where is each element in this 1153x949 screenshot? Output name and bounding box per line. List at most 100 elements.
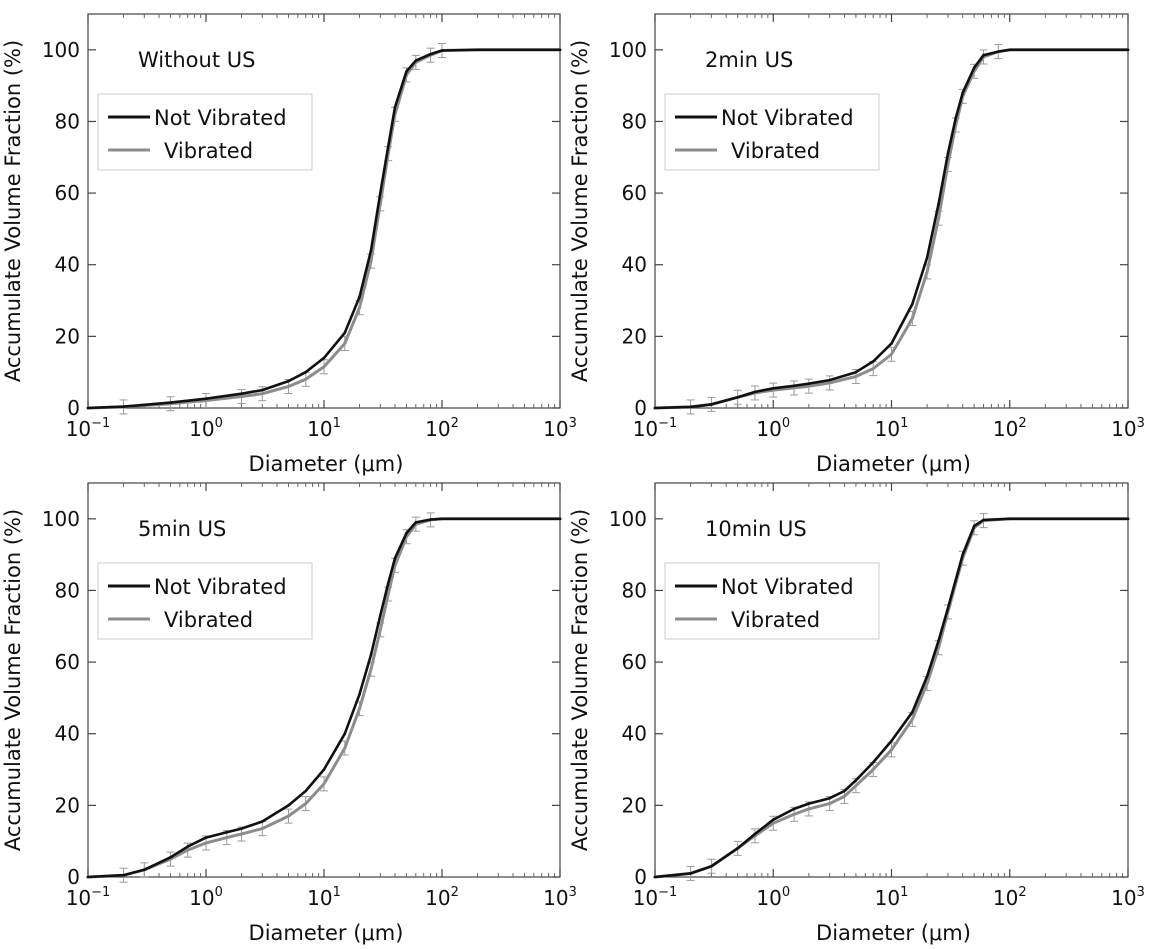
y-tick-label: 100 bbox=[42, 38, 80, 62]
data-point-not-vibrated bbox=[169, 401, 172, 404]
data-point-vibrated bbox=[304, 802, 308, 805]
data-point-not-vibrated bbox=[736, 395, 739, 399]
legend: Not Vibrated Vibrated bbox=[664, 93, 880, 171]
data-point-vibrated bbox=[937, 646, 940, 650]
panel-without-us: 10−1 100 101 102 103 0 20 40 60 80 100 Diameter (μm… bbox=[1, 13, 577, 476]
data-point-not-vibrated bbox=[343, 732, 347, 736]
data-point-not-vibrated bbox=[807, 382, 811, 385]
data-point-not-vibrated bbox=[476, 48, 479, 52]
y-tick-label: 0 bbox=[67, 396, 80, 420]
data-point-not-vibrated bbox=[954, 116, 958, 120]
data-point-vibrated bbox=[911, 718, 914, 721]
x-axis-title: Diameter (μm) bbox=[249, 452, 404, 476]
panel-5min-us: 10−1 100 101 102 103 0 20 40 60 80 100 Diameter (μm… bbox=[1, 482, 577, 945]
y-tick-label: 80 bbox=[55, 578, 80, 602]
data-point-not-vibrated bbox=[1126, 517, 1130, 521]
data-point-vibrated bbox=[386, 592, 390, 596]
data-point-vibrated bbox=[343, 342, 347, 345]
x-tick-label: 100 bbox=[756, 885, 790, 910]
panel-title: 10min US bbox=[705, 517, 807, 541]
legend-label-not-vibrated: Not Vibrated bbox=[154, 575, 287, 599]
data-point-not-vibrated bbox=[871, 761, 875, 764]
data-point-not-vibrated bbox=[961, 553, 964, 556]
data-point-vibrated bbox=[304, 378, 308, 381]
data-point-vibrated bbox=[287, 385, 290, 388]
data-point-not-vibrated bbox=[854, 778, 858, 782]
x-tick-label: 10−1 bbox=[66, 885, 111, 910]
x-axis-title: Diameter (μm) bbox=[816, 921, 971, 945]
data-point-not-vibrated bbox=[429, 518, 432, 521]
y-tick-label: 100 bbox=[609, 38, 647, 62]
x-axis-title: Diameter (μm) bbox=[249, 921, 404, 945]
data-point-not-vibrated bbox=[204, 397, 208, 400]
data-point-not-vibrated bbox=[982, 53, 985, 57]
data-point-not-vibrated bbox=[937, 202, 940, 206]
data-point-vibrated bbox=[369, 259, 373, 263]
data-point-not-vibrated bbox=[429, 52, 432, 56]
data-point-not-vibrated bbox=[996, 50, 1000, 53]
x-tick-label: 101 bbox=[875, 885, 909, 910]
data-point-not-vibrated bbox=[86, 406, 90, 410]
data-point-vibrated bbox=[871, 367, 875, 370]
data-point-not-vibrated bbox=[911, 302, 914, 306]
y-tick-label: 40 bbox=[55, 253, 80, 277]
y-tick-label: 80 bbox=[622, 109, 647, 133]
data-point-not-vibrated bbox=[405, 531, 408, 535]
data-point-not-vibrated bbox=[287, 379, 290, 383]
x-tick-label: 102 bbox=[425, 416, 459, 441]
x-tick-label: 102 bbox=[993, 885, 1027, 910]
y-axis-title: Accumulate Volume Fraction (%) bbox=[1, 509, 25, 851]
data-point-not-vibrated bbox=[689, 872, 692, 875]
panel-title: Without US bbox=[138, 48, 255, 72]
x-tick-label: 100 bbox=[756, 416, 790, 441]
plot-frame bbox=[87, 13, 561, 409]
x-tick-label: 100 bbox=[189, 885, 223, 910]
data-point-vibrated bbox=[343, 746, 347, 750]
data-point-vibrated bbox=[890, 748, 893, 752]
data-point-not-vibrated bbox=[86, 875, 90, 879]
data-point-not-vibrated bbox=[653, 406, 657, 410]
data-point-not-vibrated bbox=[807, 802, 811, 805]
legend-box bbox=[664, 562, 880, 640]
plot-frame bbox=[654, 482, 1129, 878]
data-point-not-vibrated bbox=[122, 405, 125, 408]
data-point-not-vibrated bbox=[405, 70, 408, 73]
data-point-not-vibrated bbox=[558, 517, 562, 521]
data-point-not-vibrated bbox=[240, 392, 243, 395]
data-point-not-vibrated bbox=[304, 370, 308, 374]
x-tick-label: 102 bbox=[425, 885, 459, 910]
x-tick-label: 101 bbox=[307, 885, 341, 910]
x-tick-label: 102 bbox=[993, 416, 1027, 441]
data-point-not-vibrated bbox=[871, 360, 875, 363]
y-axis-title: Accumulate Volume Fraction (%) bbox=[568, 509, 592, 851]
data-point-not-vibrated bbox=[911, 710, 914, 714]
data-point-not-vibrated bbox=[771, 818, 775, 821]
data-point-vibrated bbox=[261, 827, 264, 830]
data-point-vibrated bbox=[322, 365, 326, 369]
data-point-not-vibrated bbox=[1008, 517, 1012, 521]
y-tick-label: 20 bbox=[55, 324, 80, 348]
legend-label-vibrated: Vibrated bbox=[731, 139, 820, 163]
data-point-not-vibrated bbox=[186, 845, 190, 848]
data-point-vibrated bbox=[261, 392, 264, 395]
x-axis-title: Diameter (μm) bbox=[816, 452, 971, 476]
data-point-not-vibrated bbox=[204, 836, 208, 839]
data-point-not-vibrated bbox=[854, 370, 858, 374]
y-tick-label: 60 bbox=[622, 181, 647, 205]
plot-frame bbox=[87, 482, 561, 878]
data-point-not-vibrated bbox=[1008, 48, 1012, 52]
data-point-not-vibrated bbox=[287, 804, 290, 807]
data-point-vibrated bbox=[792, 386, 796, 390]
data-point-not-vibrated bbox=[843, 789, 846, 793]
data-point-not-vibrated bbox=[261, 388, 264, 392]
data-point-not-vibrated bbox=[379, 614, 382, 617]
data-point-vibrated bbox=[854, 375, 858, 378]
x-tick-label: 103 bbox=[543, 885, 577, 910]
legend-label-vibrated: Vibrated bbox=[164, 608, 253, 632]
data-point-vibrated bbox=[358, 306, 361, 310]
data-point-not-vibrated bbox=[358, 295, 361, 299]
legend-box bbox=[97, 93, 313, 171]
x-tick-label: 100 bbox=[189, 416, 223, 441]
data-point-vibrated bbox=[828, 802, 831, 805]
data-point-not-vibrated bbox=[946, 607, 950, 610]
